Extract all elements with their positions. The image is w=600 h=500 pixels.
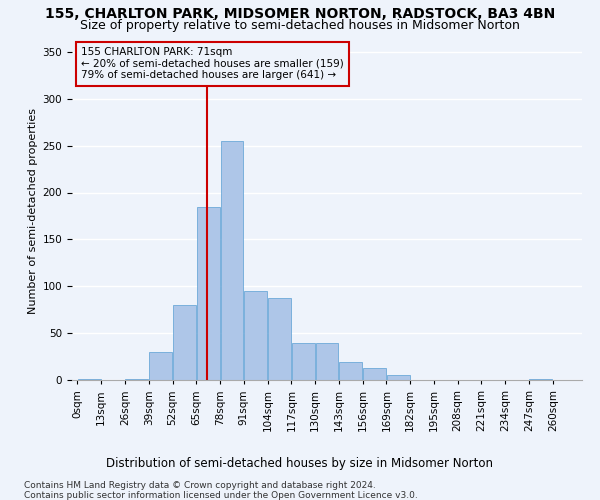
Bar: [387, 376, 410, 380]
Bar: [125, 379, 148, 380]
Bar: [197, 206, 220, 380]
Text: Size of property relative to semi-detached houses in Midsomer Norton: Size of property relative to semi-detach…: [80, 19, 520, 32]
Bar: [292, 342, 314, 380]
Bar: [268, 298, 291, 380]
Bar: [149, 352, 172, 380]
Bar: [173, 305, 196, 380]
Bar: [363, 368, 386, 380]
Text: Contains HM Land Registry data © Crown copyright and database right 2024.: Contains HM Land Registry data © Crown c…: [24, 481, 376, 490]
Y-axis label: Number of semi-detached properties: Number of semi-detached properties: [28, 108, 38, 314]
Bar: [244, 291, 267, 380]
Bar: [221, 141, 244, 380]
Bar: [529, 379, 552, 380]
Text: Distribution of semi-detached houses by size in Midsomer Norton: Distribution of semi-detached houses by …: [107, 458, 493, 470]
Text: 155 CHARLTON PARK: 71sqm
← 20% of semi-detached houses are smaller (159)
79% of : 155 CHARLTON PARK: 71sqm ← 20% of semi-d…: [81, 47, 344, 80]
Bar: [340, 362, 362, 380]
Bar: [78, 379, 101, 380]
Text: 155, CHARLTON PARK, MIDSOMER NORTON, RADSTOCK, BA3 4BN: 155, CHARLTON PARK, MIDSOMER NORTON, RAD…: [45, 8, 555, 22]
Bar: [316, 342, 338, 380]
Text: Contains public sector information licensed under the Open Government Licence v3: Contains public sector information licen…: [24, 491, 418, 500]
